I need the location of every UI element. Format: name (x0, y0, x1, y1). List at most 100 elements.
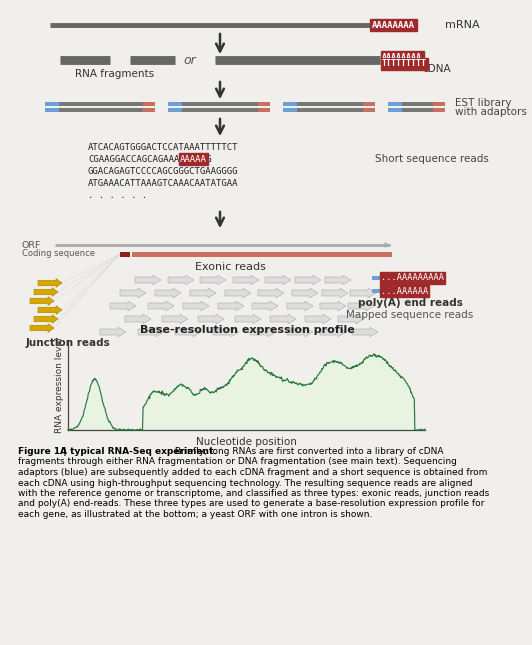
Polygon shape (30, 324, 54, 332)
Text: Base-resolution expression profile: Base-resolution expression profile (140, 325, 355, 335)
Text: each cDNA using high-throughput sequencing technology. The resulting sequence re: each cDNA using high-throughput sequenci… (18, 479, 472, 488)
Bar (182, 108, 258, 112)
Polygon shape (338, 314, 364, 324)
Bar (143, 102, 155, 106)
Polygon shape (190, 288, 216, 298)
Polygon shape (175, 327, 201, 337)
Text: EST library: EST library (455, 98, 511, 108)
Polygon shape (138, 327, 164, 337)
Polygon shape (168, 275, 194, 285)
Text: Nucleotide position: Nucleotide position (196, 437, 297, 447)
Polygon shape (265, 275, 291, 285)
Bar (388, 102, 402, 106)
Text: A typical RNA-Seq experiment.: A typical RNA-Seq experiment. (60, 447, 217, 456)
Bar (402, 108, 433, 112)
Text: Junction reads: Junction reads (26, 338, 110, 348)
Polygon shape (34, 315, 58, 323)
Bar (168, 102, 182, 106)
Text: AAAAAAAA: AAAAAAAA (372, 21, 415, 30)
Polygon shape (292, 288, 318, 298)
Bar (372, 289, 380, 293)
Text: RNA fragments: RNA fragments (76, 69, 155, 79)
Polygon shape (350, 288, 376, 298)
Polygon shape (320, 327, 346, 337)
Polygon shape (38, 306, 62, 314)
Bar (182, 102, 258, 106)
Polygon shape (287, 327, 313, 337)
Text: Mapped sequence reads: Mapped sequence reads (346, 310, 473, 320)
Bar (283, 102, 297, 106)
Text: ...AAAAAAAAA: ...AAAAAAAAA (381, 273, 444, 283)
Bar (402, 102, 433, 106)
Bar (45, 102, 59, 106)
Text: each gene, as illustrated at the bottom; a yeast ORF with one intron is shown.: each gene, as illustrated at the bottom;… (18, 510, 372, 519)
Polygon shape (325, 275, 351, 285)
Text: and poly(A) end-reads. These three types are used to generate a base-resolution : and poly(A) end-reads. These three types… (18, 499, 484, 508)
Polygon shape (287, 301, 313, 311)
Text: ATCACAGTGGGACTCCATAAATTTTTCT: ATCACAGTGGGACTCCATAAATTTTTCT (88, 143, 238, 152)
Bar (372, 276, 380, 280)
Polygon shape (233, 275, 259, 285)
Text: ORF: ORF (22, 241, 41, 250)
Bar (120, 252, 130, 257)
Polygon shape (250, 327, 276, 337)
Text: Briefly, long RNAs are first converted into a library of cDNA: Briefly, long RNAs are first converted i… (172, 447, 444, 456)
Text: TTTTTTTTT: TTTTTTTTT (382, 59, 427, 68)
Bar (388, 108, 402, 112)
Polygon shape (200, 275, 226, 285)
Bar (59, 108, 143, 112)
Polygon shape (125, 314, 151, 324)
Polygon shape (213, 327, 239, 337)
Text: or: or (184, 54, 196, 66)
Bar (433, 108, 445, 112)
Text: cDNA: cDNA (422, 64, 451, 74)
Polygon shape (162, 314, 188, 324)
Bar (433, 102, 445, 106)
Bar (283, 108, 297, 112)
Polygon shape (155, 288, 181, 298)
Text: GGACAGAGTCCCCAGCGGGCTGAAGGGG: GGACAGAGTCCCCAGCGGGCTGAAGGGG (88, 166, 238, 175)
Polygon shape (30, 297, 54, 305)
Polygon shape (320, 301, 346, 311)
Text: Exonic reads: Exonic reads (195, 262, 265, 272)
Text: RNA expression level: RNA expression level (55, 337, 64, 433)
Text: AAAAA: AAAAA (180, 155, 207, 163)
Bar (297, 102, 363, 106)
Text: CGAAGGACCAGCAGAAACGAGAG: CGAAGGACCAGCAGAAACGAGAG (88, 155, 212, 163)
Polygon shape (352, 327, 378, 337)
Bar (363, 108, 375, 112)
Text: AAAAAAAA: AAAAAAAA (382, 52, 422, 61)
Polygon shape (148, 301, 174, 311)
Text: mRNA: mRNA (445, 20, 480, 30)
Polygon shape (305, 314, 331, 324)
Polygon shape (135, 275, 161, 285)
Bar (59, 102, 143, 106)
Text: with the reference genome or transcriptome, and classified as three types: exoni: with the reference genome or transcripto… (18, 489, 489, 498)
Text: ...AAAAAA: ...AAAAAA (381, 286, 428, 295)
Bar (258, 108, 270, 112)
Text: poly(A) end reads: poly(A) end reads (358, 298, 462, 308)
Polygon shape (348, 301, 374, 311)
Polygon shape (270, 314, 296, 324)
Polygon shape (225, 288, 251, 298)
Text: Coding sequence: Coding sequence (22, 250, 95, 259)
Bar (168, 108, 182, 112)
Polygon shape (38, 279, 62, 288)
Text: fragments through either RNA fragmentation or DNA fragmentation (see main text).: fragments through either RNA fragmentati… (18, 457, 457, 466)
Bar (297, 108, 363, 112)
Polygon shape (322, 288, 348, 298)
Bar (45, 108, 59, 112)
Polygon shape (198, 314, 224, 324)
Text: adaptors (blue) are subsequently added to each cDNA fragment and a short sequenc: adaptors (blue) are subsequently added t… (18, 468, 487, 477)
Bar (258, 102, 270, 106)
Polygon shape (258, 288, 284, 298)
Polygon shape (34, 288, 58, 297)
Polygon shape (120, 288, 146, 298)
Polygon shape (252, 301, 278, 311)
Bar (363, 102, 375, 106)
Polygon shape (295, 275, 321, 285)
Text: Short sequence reads: Short sequence reads (375, 154, 489, 164)
Polygon shape (235, 314, 261, 324)
Text: . . . . . .: . . . . . . (88, 190, 147, 199)
Polygon shape (110, 301, 136, 311)
